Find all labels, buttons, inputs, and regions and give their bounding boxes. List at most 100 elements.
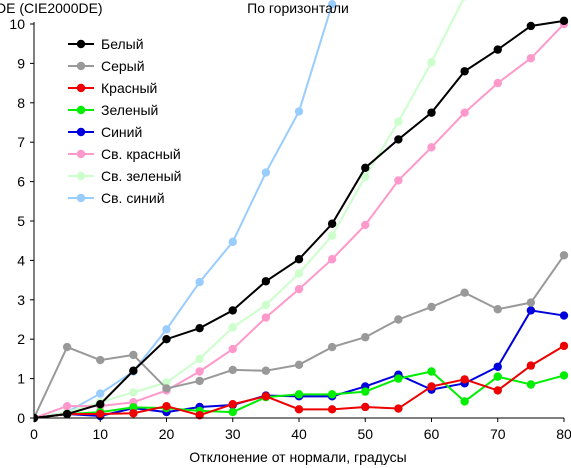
data-point (228, 407, 237, 417)
legend-swatch-marker (76, 83, 86, 93)
x-axis-title: Отклонение от нормали, градусы (189, 449, 406, 465)
data-point (62, 401, 72, 411)
y-tick-label: 9 (17, 55, 25, 71)
data-point (427, 108, 436, 117)
data-point (493, 372, 502, 381)
data-point (228, 344, 237, 354)
data-point (62, 409, 72, 419)
data-point (394, 117, 403, 126)
data-point (460, 108, 469, 117)
x-tick-label: 50 (357, 426, 373, 442)
data-point (261, 392, 271, 401)
data-point (195, 367, 204, 376)
y-tick-label: 8 (17, 95, 25, 111)
x-tick-label: 30 (225, 426, 241, 442)
x-tick-label: 40 (291, 426, 307, 442)
data-point (559, 371, 569, 380)
data-point (195, 376, 204, 386)
series-line (34, 4, 334, 419)
data-point (460, 288, 469, 297)
x-tick-label: 0 (30, 426, 38, 442)
legend-swatch-marker (76, 127, 86, 137)
data-point (559, 311, 569, 320)
series-8 (34, 0, 337, 423)
data-point (294, 107, 304, 116)
data-point (294, 390, 304, 399)
data-point (62, 342, 72, 352)
data-point (327, 342, 337, 352)
data-point (493, 45, 502, 54)
data-point (294, 255, 304, 264)
legend-item: Св. красный (68, 146, 181, 162)
legend-label: Св. зеленый (101, 168, 181, 184)
data-point (493, 78, 502, 88)
data-point (228, 365, 237, 375)
data-point (228, 237, 237, 247)
ticks-layer: 0 1 2 3 4 5 6 7 8 9 10 0 10 20 30 40 50 60 70 80 (9, 16, 571, 442)
data-point (162, 378, 171, 387)
legend-item: Красный (68, 80, 157, 96)
chart-title: По горизонтали (247, 0, 349, 16)
data-point (559, 341, 569, 351)
data-point (327, 405, 337, 414)
data-point (261, 313, 271, 322)
data-point (327, 231, 337, 240)
legend-item: Серый (68, 58, 145, 74)
data-point (96, 409, 105, 419)
y-tick-label: 3 (17, 292, 25, 308)
y-tick-label: 10 (9, 16, 25, 32)
data-point (327, 0, 337, 9)
data-point (493, 386, 502, 395)
legend-item: Синий (68, 124, 142, 140)
data-point (462, 0, 467, 1)
data-point (162, 325, 171, 334)
data-point (493, 305, 502, 314)
data-point (559, 251, 569, 260)
data-point (327, 219, 337, 228)
y-tick-label: 4 (17, 252, 25, 268)
data-point (261, 300, 271, 310)
legend-item: Белый (68, 36, 144, 52)
series-3 (34, 341, 569, 423)
data-point (394, 315, 403, 324)
legend-label: Зеленый (101, 102, 158, 118)
data-point (427, 58, 436, 67)
series-line (34, 0, 464, 419)
y-tick-label: 1 (17, 371, 25, 387)
y-tick-label: 2 (17, 331, 25, 347)
data-point (559, 16, 569, 26)
data-point (427, 382, 436, 391)
data-point (228, 400, 237, 409)
x-tick-label: 10 (92, 426, 108, 442)
y-tick-label: 7 (17, 134, 25, 150)
data-point (261, 168, 271, 177)
data-point (294, 284, 304, 294)
y-axis-title: DE (CIE2000DE) (0, 0, 103, 16)
data-point (96, 400, 105, 409)
data-point (361, 402, 370, 412)
data-point (460, 67, 469, 76)
data-point (228, 306, 237, 315)
legend-swatch-marker (76, 149, 86, 159)
data-point (493, 362, 502, 371)
data-point (327, 390, 337, 399)
data-point (394, 135, 403, 144)
legend-label: Красный (101, 80, 157, 96)
data-point (129, 409, 138, 418)
data-point (129, 388, 138, 397)
data-point (460, 375, 469, 384)
data-point (162, 335, 171, 344)
data-point (526, 361, 536, 370)
data-point (96, 389, 105, 398)
data-point (261, 366, 271, 375)
data-point (294, 360, 304, 370)
legend-swatch-marker (76, 61, 86, 71)
data-point (361, 163, 370, 173)
data-point (162, 401, 171, 411)
legend-label: Серый (101, 58, 145, 74)
legend-label: Св. синий (101, 190, 165, 206)
data-point (361, 172, 370, 182)
data-point (96, 355, 105, 365)
series-1 (34, 16, 569, 423)
